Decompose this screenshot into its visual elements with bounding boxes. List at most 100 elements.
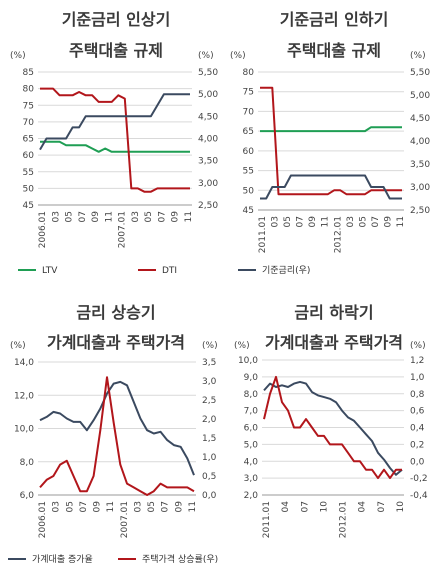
right-tick-label: 1,0 <box>202 453 217 463</box>
left-tick-label: 8,0 <box>20 458 35 468</box>
legend-label: 기준금리(우) <box>262 265 310 276</box>
left-tick-label: 5,0 <box>244 440 259 450</box>
right-tick-label: 3,5 <box>202 358 216 368</box>
left-tick-label: 80 <box>23 85 35 95</box>
x-tick-label: 11 <box>184 211 194 222</box>
right-tick-label: 5,50 <box>410 68 430 78</box>
series-line-p4-1 <box>263 375 402 480</box>
x-tick-label: 11 <box>106 501 116 512</box>
x-tick-label: 09 <box>174 501 184 513</box>
series-line-p1-0 <box>40 140 190 153</box>
left-tick-label: 6,0 <box>244 424 259 434</box>
left-tick-label: 2,0 <box>244 491 259 501</box>
x-tick-label: 03 <box>133 501 143 512</box>
left-tick-label: 75 <box>23 101 34 111</box>
left-tick-label: 50 <box>23 184 35 194</box>
right-tick-label: 4,50 <box>410 114 430 124</box>
x-tick-label: 03 <box>51 211 61 222</box>
right-tick-label: 5,00 <box>410 91 430 101</box>
series-line-p3-1 <box>39 376 195 496</box>
x-tick-label: 07 <box>79 501 89 512</box>
left-axis-unit: (%) <box>10 51 26 61</box>
right-tick-label: 1,5 <box>202 434 216 444</box>
x-tick-label: 2011.01 <box>258 216 268 253</box>
left-tick-label: 9,0 <box>244 373 259 383</box>
series-line-p1-2 <box>39 93 190 151</box>
left-tick-label: 55 <box>243 167 254 177</box>
x-tick-label: 11 <box>104 211 114 222</box>
series-line-p3-0 <box>39 380 195 476</box>
x-tick-label: 2006.01 <box>38 501 48 538</box>
x-tick-label: 2006.01 <box>38 211 48 248</box>
right-tick-label: 0,5 <box>202 472 216 482</box>
x-tick-label: 03 <box>52 501 62 512</box>
chart-title-line1: 기준금리 인상기 <box>62 10 171 29</box>
x-tick-label: 04 <box>358 501 368 513</box>
right-tick-label: 0,4 <box>410 424 425 434</box>
right-tick-label: 2,5 <box>202 396 216 406</box>
x-tick-label: 03 <box>131 211 141 222</box>
right-tick-label: 3,50 <box>410 160 430 170</box>
x-tick-label: 2012.01 <box>333 216 343 253</box>
right-tick-label: 0,8 <box>410 390 425 400</box>
left-tick-label: 50 <box>243 186 255 196</box>
left-tick-label: 55 <box>23 168 34 178</box>
left-tick-label: 45 <box>243 206 254 216</box>
right-axis-unit: (%) <box>410 341 426 351</box>
x-tick-label: 05 <box>144 211 154 222</box>
x-tick-label: 07 <box>157 211 167 222</box>
x-tick-label: 2007.01 <box>120 501 130 538</box>
x-tick-label: 2012.01 <box>339 501 349 538</box>
right-tick-label: 3,00 <box>198 179 218 189</box>
right-axis-unit: (%) <box>198 51 214 61</box>
chart-title-line1: 금리 상승기 <box>76 303 155 322</box>
right-tick-label: 0,6 <box>410 407 425 417</box>
chart-title-line1: 금리 하락기 <box>294 303 373 322</box>
x-tick-label: 09 <box>308 216 318 228</box>
right-tick-label: 4,00 <box>198 135 218 145</box>
x-tick-label: 07 <box>296 216 306 227</box>
left-tick-label: 14,0 <box>14 358 34 368</box>
right-tick-label: -0,4 <box>410 491 428 501</box>
x-tick-label: 09 <box>171 211 181 223</box>
left-tick-label: 80 <box>243 68 255 78</box>
series-line-p4-0 <box>263 380 403 476</box>
left-tick-label: 70 <box>23 118 35 128</box>
x-tick-label: 05 <box>283 216 293 227</box>
right-tick-label: 4,50 <box>198 112 218 122</box>
left-axis-unit: (%) <box>234 341 250 351</box>
right-tick-label: 3,0 <box>202 377 217 387</box>
right-tick-label: 5,00 <box>198 90 218 100</box>
left-tick-label: 65 <box>243 127 254 137</box>
chart-title-line2: 가계대출과 주택가격 <box>265 333 403 352</box>
legend-label: LTV <box>42 266 58 276</box>
left-tick-label: 7,0 <box>244 407 259 417</box>
x-tick-label: 03 <box>346 216 356 227</box>
chart-title-line2: 주택대출 규제 <box>287 41 381 60</box>
left-tick-label: 75 <box>243 88 254 98</box>
right-tick-label: 5,50 <box>198 68 218 78</box>
right-tick-label: 2,50 <box>198 201 218 211</box>
x-tick-label: 05 <box>147 501 157 512</box>
left-tick-label: 10,0 <box>14 425 34 435</box>
series-line-p2-1 <box>260 86 402 196</box>
right-tick-label: 4,00 <box>410 137 430 147</box>
x-tick-label: 07 <box>78 211 88 222</box>
series-line-p2-2 <box>260 174 402 200</box>
left-tick-label: 70 <box>243 107 255 117</box>
x-tick-label: 09 <box>93 501 103 513</box>
left-tick-label: 8,0 <box>244 390 259 400</box>
x-tick-label: 11 <box>321 216 331 227</box>
x-tick-label: 07 <box>300 501 310 512</box>
legend-label: 주택가격 상승률(우) <box>142 553 218 565</box>
right-axis-unit: (%) <box>410 51 426 61</box>
x-tick-label: 11 <box>396 216 406 227</box>
right-tick-label: 2,0 <box>202 415 217 425</box>
right-tick-label: 1,0 <box>410 373 425 383</box>
legend-bottom: 가계대출 증가율 주택가격 상승률(우) <box>8 553 218 565</box>
left-axis-unit: (%) <box>10 341 26 351</box>
chart-title-line2: 가계대출과 주택가격 <box>47 333 185 352</box>
